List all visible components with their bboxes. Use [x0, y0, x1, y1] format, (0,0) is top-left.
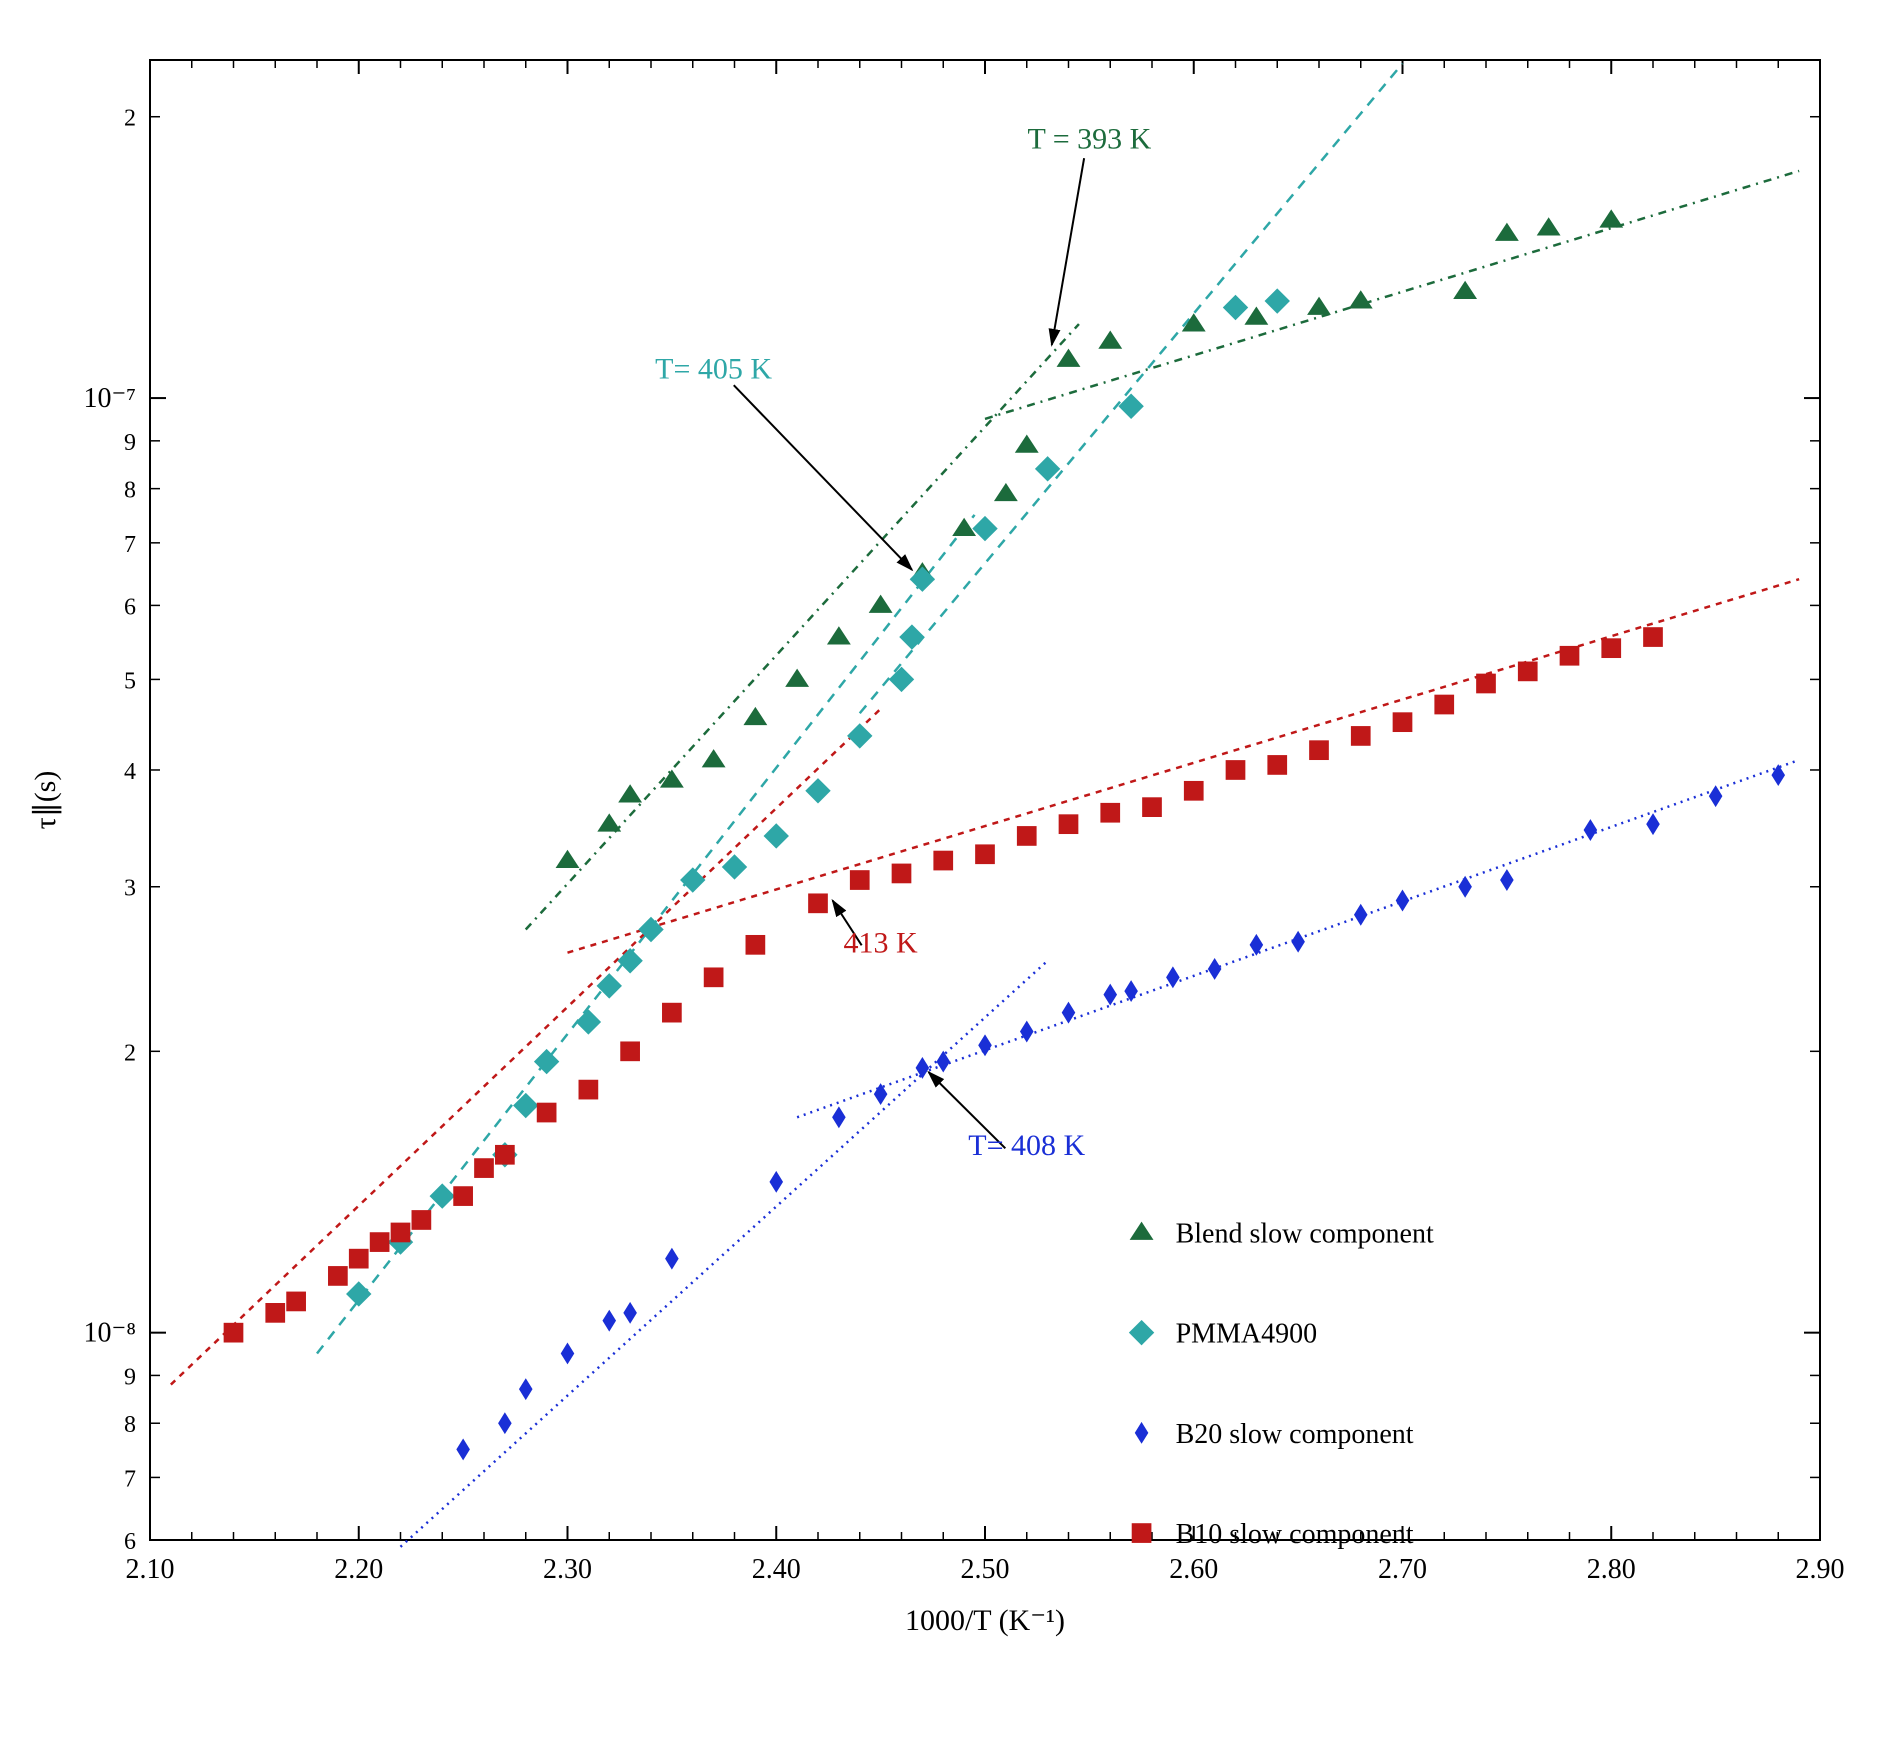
y-minor-label: 9	[124, 1364, 136, 1390]
x-axis-label: 1000/T (K⁻¹)	[905, 1604, 1065, 1637]
y-minor-label: 8	[124, 478, 136, 504]
y-minor-label: 6	[124, 1529, 136, 1555]
x-tick-label: 2.70	[1378, 1554, 1427, 1585]
legend-label: PMMA4900	[1176, 1319, 1318, 1350]
y-minor-label: 6	[124, 594, 136, 620]
y-minor-label: 3	[124, 876, 136, 902]
y-minor-label: 8	[124, 1412, 136, 1438]
y-minor-label: 4	[124, 759, 136, 785]
legend-label: B20 slow component	[1176, 1419, 1414, 1450]
x-tick-label: 2.80	[1587, 1554, 1636, 1585]
x-tick-label: 2.60	[1169, 1554, 1218, 1585]
chart-container: 2.10 2.20 2.30 2.40 2.50 2.60 2.70 2.80 2.90 10⁻⁸…	[0, 0, 1877, 1739]
plot-frame	[150, 60, 1820, 1540]
y-axis-label: τ∥(s)	[29, 771, 62, 830]
y-minor-label: 5	[124, 668, 136, 694]
x-tick-label: 2.50	[961, 1554, 1010, 1585]
annotation-label: T= 405 K	[655, 352, 772, 385]
x-tick-label: 2.40	[752, 1554, 801, 1585]
x-tick-label: 2.90	[1796, 1554, 1845, 1585]
annotation-label: T= 408 K	[968, 1129, 1085, 1162]
x-tick-label: 2.20	[334, 1554, 383, 1585]
legend-item: B20 slow component	[1135, 1419, 1413, 1450]
annotation-label: T = 393 K	[1027, 122, 1151, 155]
x-tick-label: 2.30	[543, 1554, 592, 1585]
y-minor-label: 7	[124, 1466, 136, 1492]
legend-label: B10 slow component	[1176, 1519, 1414, 1550]
legend-item: Blend slow component	[1131, 1218, 1434, 1249]
annotation-label: 413 K	[844, 927, 919, 960]
y-minor-label: 9	[124, 430, 136, 456]
y-minor-label: 7	[124, 532, 136, 558]
y-major-label: 10⁻⁸	[83, 1318, 136, 1349]
y-minor-label: 2	[124, 1040, 136, 1066]
x-tick-label: 2.10	[126, 1554, 175, 1585]
y-minor-label: 2	[124, 106, 136, 132]
chart-svg: 2.10 2.20 2.30 2.40 2.50 2.60 2.70 2.80 2.90 10⁻⁸…	[0, 0, 1877, 1739]
legend-label: Blend slow component	[1176, 1218, 1434, 1249]
y-major-label: 10⁻⁷	[83, 383, 136, 414]
